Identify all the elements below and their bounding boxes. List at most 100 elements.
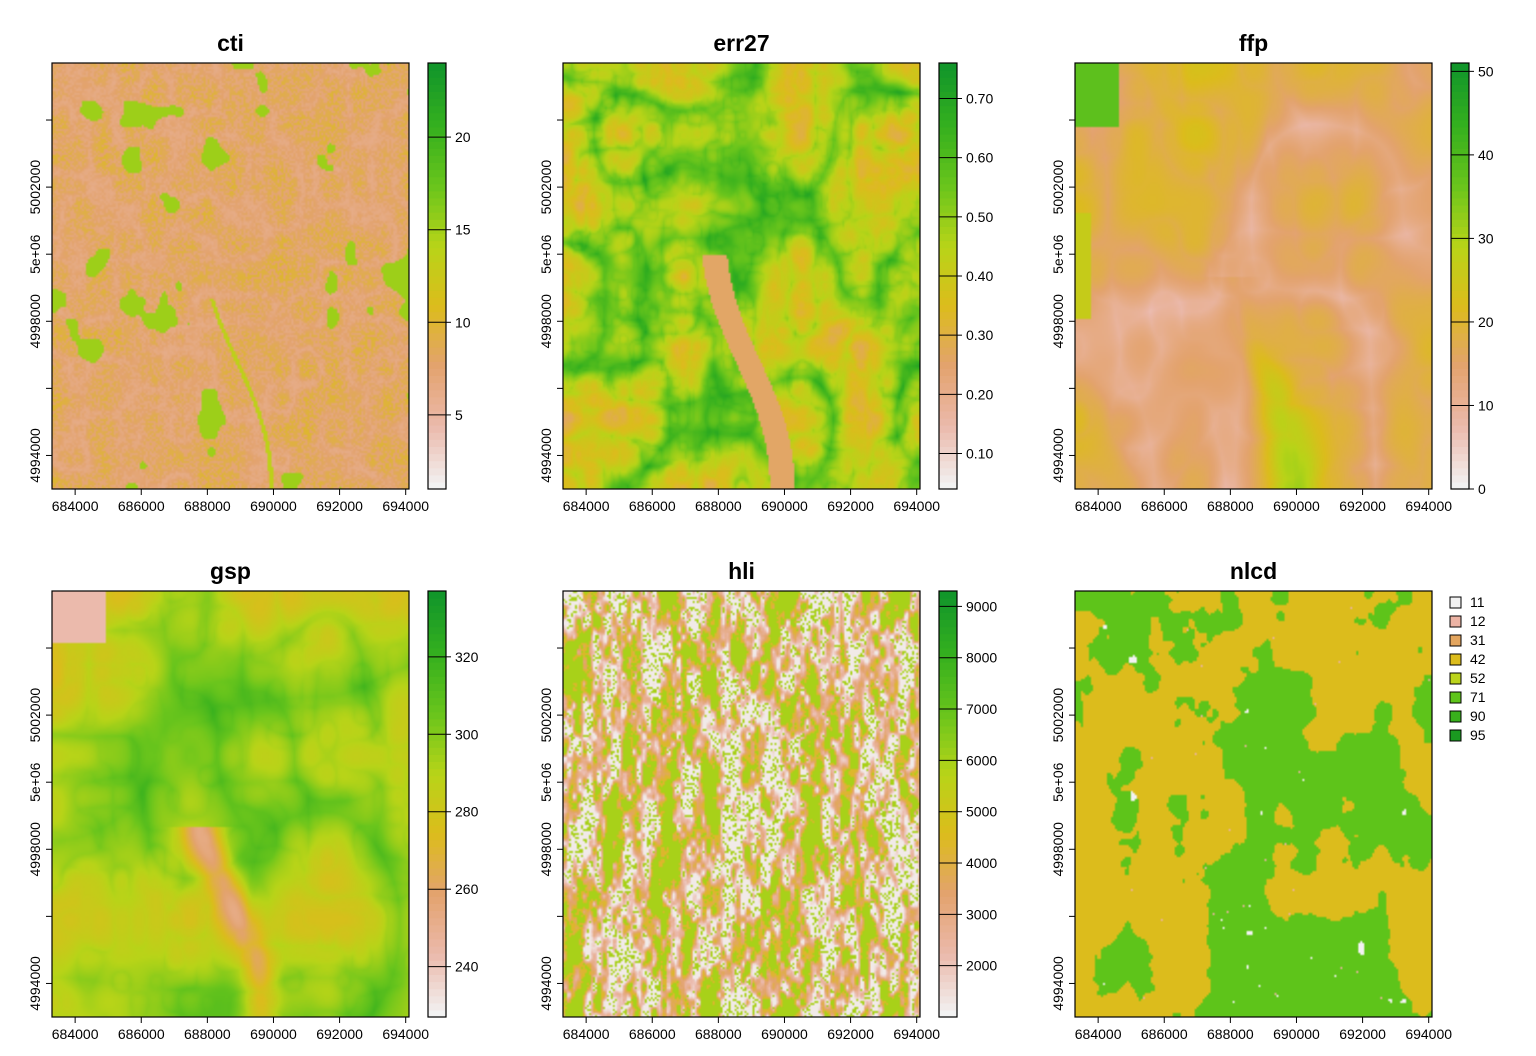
legend-color-step [428,903,446,912]
legend-color-step [1451,396,1469,405]
legend-color-step [939,446,957,455]
x-tick-label: 694000 [1405,1026,1452,1042]
x-tick-label: 692000 [316,498,363,514]
x-tick-label: 694000 [893,498,940,514]
legend-color-step [939,761,957,770]
legend-color-step [1451,446,1469,455]
legend-color-step [939,747,957,755]
legend-tick-label: 8000 [966,650,997,666]
legend-color-step [939,768,957,777]
panel-title: cti [217,30,244,56]
legend-tick-label: 7000 [966,701,997,717]
legend-color-step [428,931,446,940]
legend-color-step [939,375,957,384]
x-tick-label: 684000 [563,1026,610,1042]
legend-color-step [428,126,446,135]
legend-color-step [1451,453,1469,462]
legend-colorbar [427,590,447,1018]
legend-color-step [939,704,957,713]
legend-color-step [1451,247,1469,256]
legend-color-step [428,683,446,691]
legend-color-step [939,254,957,263]
legend-color-step [428,183,446,192]
legend-color-step [428,832,446,841]
legend-swatch [1449,634,1462,647]
legend-color-step [1451,162,1469,171]
legend-color-step [939,91,957,100]
legend-color-step [428,924,446,933]
legend-color-step [1451,261,1469,270]
plot-frame [1074,590,1433,1018]
legend-color-step [1451,418,1469,426]
legend-color-step [939,205,957,213]
legend-color-step [428,283,446,291]
legend-tick-label: 5000 [966,804,997,820]
legend-color-step [939,875,957,883]
legend-color-step [428,754,446,762]
legend-color-step [1451,361,1469,369]
legend-color-step [939,283,957,291]
legend-color-step [428,240,446,249]
legend-color-step [1451,91,1469,100]
legend-color-step [939,867,957,876]
legend-color-step [428,297,446,305]
legend-color-step [939,775,957,784]
legend-color-step [1451,389,1469,398]
legend-color-step [428,860,446,869]
legend-color-step [428,875,446,883]
x-tick-label: 694000 [382,498,429,514]
legend-color-step [939,846,957,855]
y-tick-label: 5002000 [538,688,554,743]
legend-color-step [939,626,957,635]
legend-color-step [939,931,957,940]
legend-color-step [939,612,957,620]
legend-swatch [1449,710,1462,723]
legend-color-step [428,846,446,855]
y-tick-label: 4998000 [1050,822,1066,877]
legend-color-step [428,633,446,642]
legend-color-step [939,654,957,663]
x-tick-label: 690000 [250,498,297,514]
legend-color-step [428,882,446,890]
legend-color-step [428,988,446,997]
legend-color-step [428,775,446,784]
legend-color-step [939,605,957,613]
legend-color-step [939,690,957,699]
legend-color-step [939,647,957,656]
legend-color-step [1451,77,1469,85]
legend-tick-label: 280 [455,804,479,820]
legend-color-step [428,1009,446,1018]
legend-color-step [428,77,446,85]
legend-color-step [428,361,446,369]
x-tick-label: 684000 [563,498,610,514]
plot-frame [51,62,410,490]
legend-color-step [428,910,446,919]
legend-class-label: 42 [1470,651,1486,667]
legend-color-step [939,297,957,305]
legend-color-step [1451,268,1469,277]
y-tick-label: 5002000 [27,688,43,743]
legend-color-step [939,917,957,926]
legend-color-step [428,339,446,348]
legend-color-step [939,676,957,684]
raster-image [563,63,920,489]
raster-image [1075,591,1432,1017]
legend-color-step [939,403,957,412]
legend-color-step [428,425,446,433]
legend-color-step [428,332,446,341]
legend-color-step [1451,325,1469,334]
panel-title: nlcd [1230,558,1277,584]
legend-color-step [428,134,446,142]
legend-color-step [1451,467,1469,476]
legend-color-step [428,382,446,391]
legend-color-step [428,960,446,968]
legend-color-step [939,924,957,933]
y-tick-label: 5002000 [1050,160,1066,215]
legend-color-step [428,662,446,670]
legend-color-step [939,832,957,841]
legend-color-step [939,1009,957,1018]
y-tick-label: 4994000 [27,956,43,1011]
legend-color-step [939,811,957,819]
x-tick-label: 686000 [629,1026,676,1042]
x-tick-label: 686000 [118,498,165,514]
